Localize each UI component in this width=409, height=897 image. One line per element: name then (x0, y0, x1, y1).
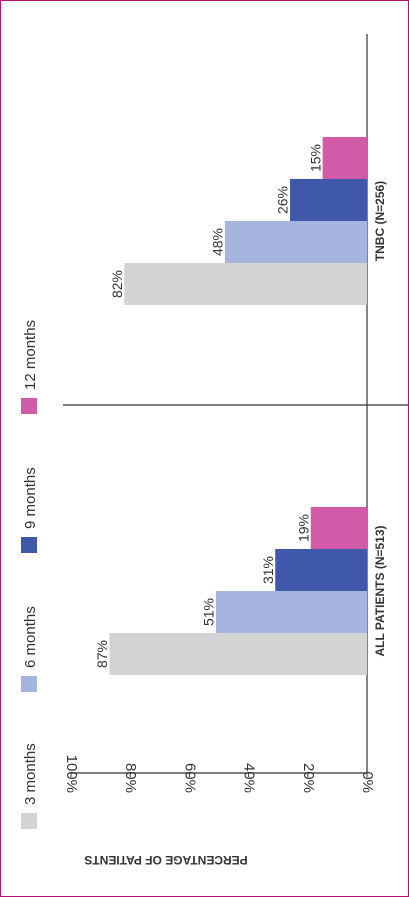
bar-3-months (124, 263, 367, 305)
bar-6-months (216, 591, 367, 633)
tick-label: 40% (241, 763, 258, 793)
bar-3-months (109, 633, 367, 675)
legend-swatch (21, 537, 37, 553)
data-label: 26% (275, 186, 291, 214)
data-label: 31% (260, 556, 276, 584)
bar-12-months (310, 507, 367, 549)
y-axis-title: PERCENTAGE OF PATIENTS (84, 853, 247, 867)
tick-label: 60% (181, 763, 198, 793)
bar-6-months (224, 221, 367, 263)
bar-9-months (275, 549, 367, 591)
legend-label: 3 months (22, 743, 39, 805)
category-label: TNBC (N=256) (373, 181, 387, 261)
data-label: 19% (295, 514, 311, 542)
tick-label: 0% (359, 771, 376, 793)
tick-label: 80% (122, 763, 139, 793)
data-label: 48% (210, 228, 226, 256)
legend-swatch (21, 398, 37, 414)
legend-label: 12 months (22, 320, 39, 390)
legend-swatch (21, 676, 37, 692)
bar-12-months (322, 137, 367, 179)
data-label: 51% (201, 598, 217, 626)
tick-label: 100% (63, 755, 80, 793)
tick-label: 20% (300, 763, 317, 793)
legend-swatch (21, 813, 37, 829)
bar-9-months (290, 179, 367, 221)
data-label: 82% (109, 270, 125, 298)
data-label: 87% (94, 640, 110, 668)
data-label: 15% (307, 144, 323, 172)
legend-label: 9 months (22, 467, 39, 529)
category-label: ALL PATIENTS (N=513) (373, 525, 387, 656)
legend-label: 6 months (22, 606, 39, 668)
